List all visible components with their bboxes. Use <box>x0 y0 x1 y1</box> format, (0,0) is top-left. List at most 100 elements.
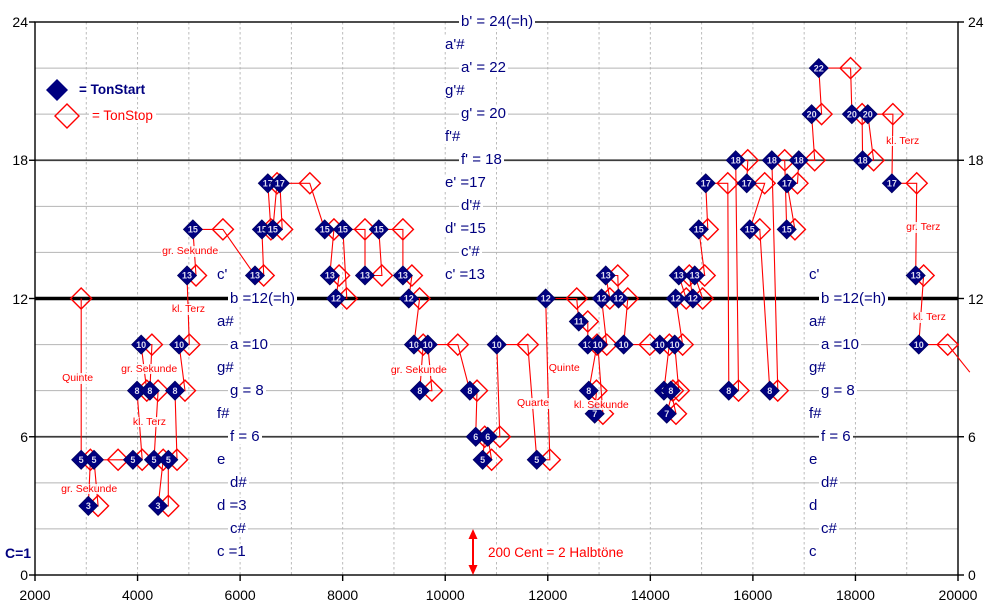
note-number: 13 <box>182 271 192 281</box>
note-number: 8 <box>172 386 177 396</box>
note-start-diamond <box>486 334 507 355</box>
interval-label: gr. Sekunde <box>161 245 220 258</box>
note-start-diamond <box>608 288 629 309</box>
note-number: 8 <box>586 386 591 396</box>
note-start-diamond <box>526 449 547 470</box>
note-number: 10 <box>914 340 924 350</box>
pitch-label: d# <box>819 473 840 491</box>
y-axis-label: 12 <box>12 290 28 307</box>
note-start-diamond <box>122 449 144 470</box>
note-number: 8 <box>726 386 731 396</box>
note-number: 13 <box>325 271 335 281</box>
note-start-diamond <box>656 403 677 424</box>
note-number: 10 <box>492 340 502 350</box>
x-axis-label: 8000 <box>327 587 359 603</box>
note-start-diamond <box>591 288 612 309</box>
note-start-diamond <box>788 150 809 171</box>
note-start-diamond <box>695 173 716 194</box>
pitch-label: c' <box>807 266 822 284</box>
note-number: 17 <box>263 178 273 188</box>
pitch-label: c' <box>215 266 230 284</box>
pitch-label: g = 8 <box>228 381 266 399</box>
note-number: 3 <box>156 501 161 511</box>
pitch-label: g = 8 <box>819 381 857 399</box>
note-start-diamond <box>739 219 760 240</box>
cent-arrow <box>468 529 478 575</box>
pitch-label: b =12(=h) <box>228 289 298 307</box>
note-start-diamond <box>688 219 709 240</box>
tonstart-layer: 535 5810853581013151315171517151312151315… <box>71 58 929 516</box>
note-number: 5 <box>151 455 156 465</box>
note-number: 10 <box>174 340 184 350</box>
note-number: 10 <box>593 340 603 350</box>
note-number: 18 <box>858 155 868 165</box>
note-number: 10 <box>409 340 419 350</box>
note-number: 13 <box>250 271 260 281</box>
note-start-diamond <box>664 334 685 355</box>
note-number: 17 <box>701 178 711 188</box>
note-number: 15 <box>374 225 384 235</box>
interval-label: gr. Sekunde <box>389 364 448 377</box>
note-number: 3 <box>86 501 91 511</box>
note-start-diamond <box>314 219 335 240</box>
melody-line-layer <box>80 67 971 507</box>
note-number: 18 <box>767 155 777 165</box>
note-start-diamond <box>736 173 757 194</box>
note-number: 8 <box>135 386 140 396</box>
note-start-diamond <box>164 380 186 401</box>
pitch-label: d' =15 <box>443 220 488 238</box>
x-axis-label: 18000 <box>835 587 875 603</box>
note-stop-diamond <box>516 333 540 357</box>
note-start-diamond <box>908 334 929 355</box>
pitch-label: f = 6 <box>819 427 853 445</box>
note-stop-diamond <box>881 102 905 126</box>
note-start-diamond <box>682 288 703 309</box>
note-number: 12 <box>404 294 414 304</box>
pitch-label: e <box>807 450 820 468</box>
note-number: 18 <box>731 155 741 165</box>
note-number: 17 <box>742 178 752 188</box>
note-start-diamond <box>262 219 283 240</box>
note-start-diamond <box>668 265 689 286</box>
c1-label: C=1 <box>5 545 32 561</box>
note-start-diamond <box>169 334 190 355</box>
note-start-diamond <box>905 265 926 286</box>
note-start-diamond <box>665 288 686 309</box>
y-axis-label-right: 6 <box>968 428 976 445</box>
note-start-diamond <box>182 219 204 240</box>
note-number: 17 <box>275 178 285 188</box>
note-number: 15 <box>320 225 330 235</box>
legend-tonstop-label: = TonStop <box>89 109 156 123</box>
note-start-diamond <box>857 104 878 125</box>
note-stop-diamond <box>106 448 130 472</box>
note-stop-diamond <box>211 217 235 241</box>
note-number: 13 <box>601 271 611 281</box>
pitch-label: e' =17 <box>443 174 488 192</box>
note-stop-diamond <box>565 287 589 310</box>
note-start-diamond <box>354 265 376 286</box>
note-start-diamond <box>139 380 160 401</box>
interval-label: kl. Terz <box>911 311 947 324</box>
interval-label: Quarte <box>515 397 551 410</box>
note-start-diamond <box>684 265 705 286</box>
note-start-diamond <box>78 495 99 516</box>
axis-ticks <box>29 21 964 581</box>
note-start-diamond <box>148 495 169 516</box>
pitch-label: d <box>807 496 820 514</box>
x-axis-label: 20000 <box>938 587 978 603</box>
y-axis-label-right: 0 <box>968 567 976 583</box>
pitch-label: a =10 <box>228 335 270 353</box>
note-start-diamond <box>417 334 438 355</box>
note-stop-diamond <box>753 171 777 195</box>
note-start-diamond <box>660 380 681 401</box>
note-number: 12 <box>331 294 341 304</box>
pitch-label: g# <box>807 358 828 376</box>
note-number: 13 <box>674 271 684 281</box>
x-axis-label: 16000 <box>733 587 773 603</box>
note-number: 15 <box>188 225 198 235</box>
note-number: 15 <box>268 225 278 235</box>
note-start-diamond <box>568 311 589 332</box>
note-stop-diamond <box>370 263 394 287</box>
note-start-diamond <box>472 449 493 470</box>
pitch-label: e <box>215 450 228 468</box>
